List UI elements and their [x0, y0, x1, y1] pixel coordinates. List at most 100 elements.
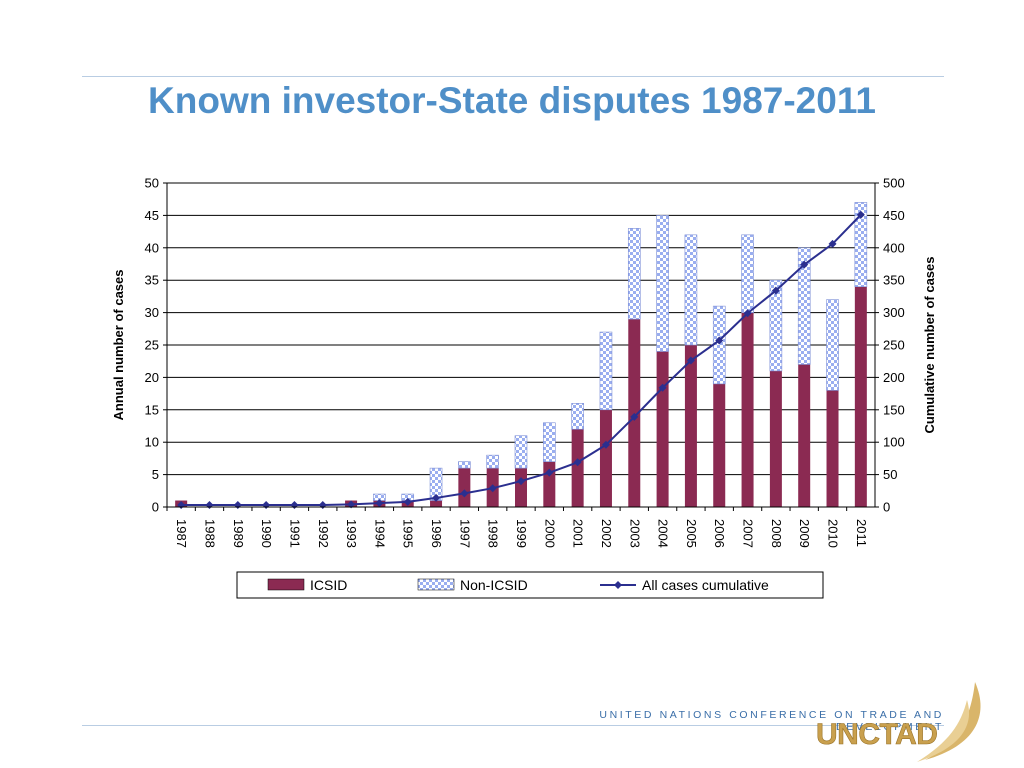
- y-tick-label: 50: [145, 176, 159, 191]
- bar-non-icsid: [684, 234, 698, 346]
- point-cumulative: [375, 499, 384, 508]
- point-cumulative: [318, 501, 327, 510]
- x-tick-label: 2003: [627, 519, 642, 548]
- point-cumulative: [856, 210, 865, 219]
- legend-swatch-non-icsid: [417, 578, 455, 591]
- bar-non-icsid: [712, 305, 726, 385]
- y2-tick-label: 0: [883, 500, 890, 515]
- x-tick-label: 1987: [174, 519, 189, 548]
- bar-non-icsid: [769, 279, 783, 372]
- bar-icsid: [741, 312, 754, 507]
- x-tick-label: 1995: [401, 519, 416, 548]
- y-tick-label: 10: [145, 435, 159, 450]
- point-cumulative: [403, 497, 412, 506]
- bar-non-icsid: [458, 461, 471, 469]
- point-cumulative: [771, 286, 780, 295]
- y2-tick-label: 150: [883, 402, 905, 417]
- bar-icsid: [713, 383, 726, 507]
- y2-axis-title: Cumulative number of cases: [922, 257, 937, 434]
- bar-non-icsid: [826, 299, 839, 391]
- unctad-swoosh-icon: [917, 682, 981, 762]
- chart-legend: ICSID Non-ICSID All cases cumulative: [236, 571, 824, 599]
- bar-non-icsid: [854, 202, 868, 287]
- bar-icsid: [543, 461, 556, 507]
- point-cumulative: [488, 484, 497, 493]
- bar-non-icsid: [486, 454, 499, 469]
- bar-icsid: [684, 345, 697, 507]
- bar-icsid: [571, 429, 584, 507]
- bar-icsid: [656, 351, 669, 507]
- point-cumulative: [262, 501, 271, 510]
- x-tick-label: 1988: [202, 519, 217, 548]
- bar-icsid: [599, 409, 612, 507]
- y2-tick-label: 300: [883, 305, 905, 320]
- y-axis-title: Annual number of cases: [111, 270, 126, 421]
- y2-tick-label: 350: [883, 273, 905, 288]
- point-cumulative: [460, 489, 469, 498]
- y2-tick-label: 250: [883, 338, 905, 353]
- legend-swatch-icsid: [267, 578, 305, 591]
- y-tick-label: 0: [152, 500, 159, 515]
- x-tick-label: 2000: [542, 519, 557, 548]
- bar-non-icsid: [571, 403, 584, 430]
- bar-icsid: [769, 370, 782, 507]
- x-tick-label: 1992: [316, 519, 331, 548]
- point-cumulative: [743, 309, 752, 318]
- point-cumulative: [205, 501, 214, 510]
- bar-icsid: [826, 390, 839, 507]
- bar-icsid: [430, 500, 443, 507]
- point-cumulative: [686, 356, 695, 365]
- y-tick-label: 5: [152, 467, 159, 482]
- bar-icsid: [854, 286, 867, 507]
- y-tick-label: 45: [145, 208, 159, 223]
- investor-disputes-chart: 0 5 10 15 20 25 30 35 40 45 50 0 50 100 150 200 250 300 3…: [111, 176, 937, 599]
- slide-title: Known investor-State disputes 1987-2011: [148, 80, 876, 121]
- y-tick-label: 25: [145, 338, 159, 353]
- x-tick-label: 1999: [514, 519, 529, 548]
- point-cumulative: [573, 458, 582, 467]
- x-tick-label: 2008: [769, 519, 784, 548]
- x-tick-label: 2006: [712, 519, 727, 548]
- x-tick-label: 2010: [826, 519, 841, 548]
- x-tick-label: 1996: [429, 519, 444, 548]
- y2-tick-label: 400: [883, 240, 905, 255]
- y2-tick-label: 500: [883, 176, 905, 191]
- bar-non-icsid: [627, 228, 641, 320]
- x-tick-label: 1998: [486, 519, 501, 548]
- unctad-logo: UNCTAD: [816, 718, 939, 752]
- point-cumulative: [290, 501, 299, 510]
- y2-tick-label: 100: [883, 435, 905, 450]
- bar-icsid: [458, 468, 471, 507]
- bar-non-icsid: [599, 331, 613, 411]
- x-tick-label: 2009: [797, 519, 812, 548]
- x-tick-label: 1997: [457, 519, 472, 548]
- legend-label-cumulative: All cases cumulative: [642, 577, 769, 593]
- x-tick-label: 2007: [741, 519, 756, 548]
- point-cumulative: [800, 260, 809, 269]
- y-tick-label: 15: [145, 402, 159, 417]
- bar-non-icsid: [741, 234, 754, 313]
- bar-icsid: [798, 364, 811, 507]
- bar-non-icsid: [797, 247, 811, 365]
- point-cumulative: [630, 412, 639, 421]
- point-cumulative: [601, 440, 610, 449]
- y2-tick-label: 450: [883, 208, 905, 223]
- x-tick-label: 1989: [231, 519, 246, 548]
- legend-label-icsid: ICSID: [310, 577, 347, 593]
- x-tick-label: 1990: [259, 519, 274, 548]
- legend-label-non-icsid: Non-ICSID: [460, 577, 528, 593]
- point-cumulative: [432, 493, 441, 502]
- y-tick-label: 40: [145, 240, 159, 255]
- footer-organization: UNITED NATIONS CONFERENCE ON TRADE AND D…: [599, 709, 944, 733]
- x-tick-label: 2001: [571, 519, 586, 548]
- point-cumulative: [545, 468, 554, 477]
- point-cumulative: [517, 477, 525, 486]
- x-tick-label: 2002: [599, 519, 614, 548]
- point-cumulative: [715, 336, 724, 345]
- point-cumulative: [347, 500, 356, 509]
- y2-tick-label: 200: [883, 370, 905, 385]
- y2-tick-label: 50: [883, 467, 897, 482]
- x-tick-label: 2005: [684, 519, 699, 548]
- x-tick-label: 2004: [656, 519, 671, 548]
- legend-marker-cumulative: [614, 581, 622, 589]
